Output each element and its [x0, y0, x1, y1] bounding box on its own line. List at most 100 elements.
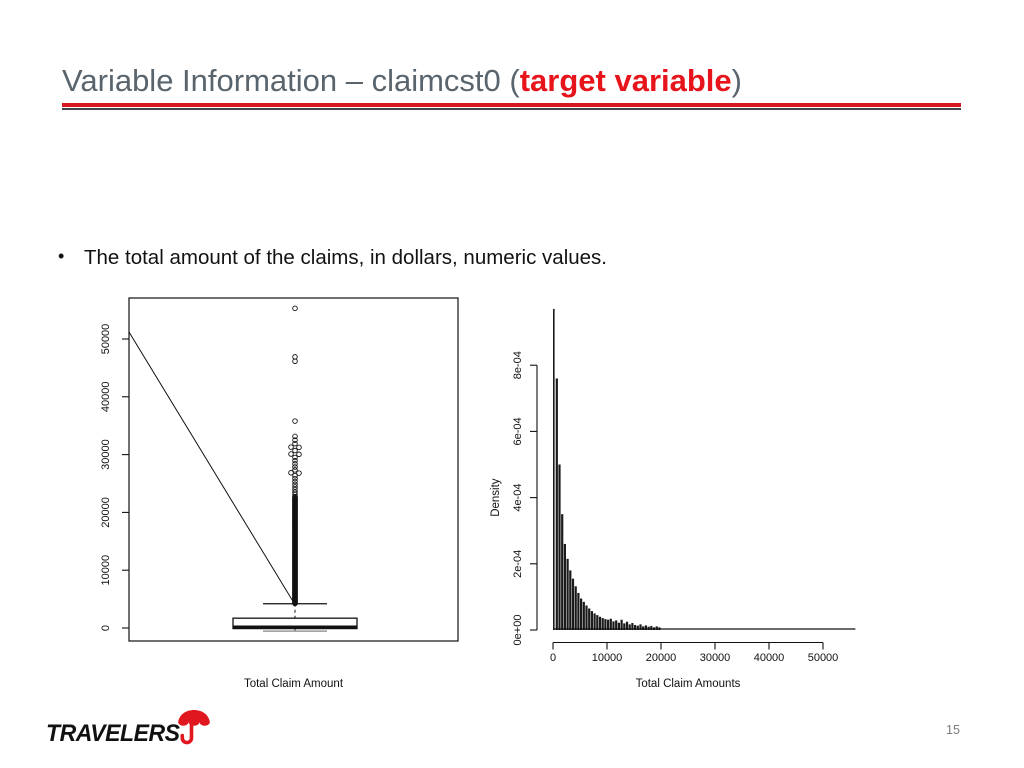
outlier-circle	[292, 481, 298, 488]
outlier-circle	[292, 484, 298, 490]
boxplot-y-axis: 0 10000 20000 30000 40000 50000	[100, 297, 459, 642]
y-tick-label: 30000	[100, 439, 112, 470]
x-tick-label: 50000	[808, 652, 839, 664]
umbrella-handle	[180, 717, 194, 745]
hist-bar	[590, 611, 593, 630]
hist-bar	[571, 578, 575, 630]
outlier-circle	[296, 470, 302, 476]
y-tick-label: 0e+00	[512, 615, 524, 646]
outlier-circle	[292, 437, 298, 443]
boxplot-chart: 0 10000 20000 30000 40000 50000 Total Claim Am…	[100, 297, 459, 690]
x-tick-label: 30000	[700, 652, 731, 664]
outlier-circle	[292, 457, 298, 464]
outlier-circle	[288, 470, 294, 476]
hist-bar	[563, 543, 566, 630]
outlier-circle	[292, 461, 298, 467]
hist-bar	[650, 626, 653, 630]
hist-bar	[628, 624, 631, 630]
hist-bar	[569, 570, 572, 630]
hist-y-axis: 0e+00 2e-04 4e-04 6e-04 8e-04	[512, 351, 538, 646]
hist-bar	[647, 626, 650, 630]
y-axis-title: Density	[490, 478, 502, 517]
x-tick-label: 20000	[646, 652, 677, 664]
bullet-dot: •	[58, 246, 65, 266]
x-tick-label: 10000	[592, 652, 623, 664]
outlier-circle	[288, 451, 294, 457]
hist-bar	[566, 558, 569, 630]
hist-bar	[609, 618, 612, 630]
y-tick-label: 2e-04	[512, 550, 524, 578]
y-tick-label: 50000	[100, 324, 112, 355]
title-underline-dark	[62, 108, 961, 110]
hist-bar	[580, 598, 583, 630]
outlier-circle	[292, 467, 298, 473]
outlier-circle	[292, 440, 298, 447]
hist-bar	[582, 601, 585, 630]
outlier-circle	[292, 305, 298, 312]
umbrella-icon	[178, 710, 210, 745]
outlier-points	[288, 305, 302, 607]
x-axis-title: Total Claim Amounts	[636, 678, 741, 690]
hist-bar	[617, 622, 620, 630]
y-tick-label: 4e-04	[512, 484, 524, 512]
outlier-circle	[292, 447, 298, 454]
hist-bar	[593, 613, 596, 630]
logo-text: TRAVELERS	[46, 720, 180, 747]
hist-bar	[623, 623, 626, 630]
title-underline-red	[62, 103, 961, 107]
hist-bar	[655, 626, 658, 630]
outlier-circle	[292, 478, 298, 485]
x-tick-label: 40000	[754, 652, 785, 664]
outlier-circle	[292, 418, 298, 424]
hist-bar	[596, 615, 599, 630]
outlier-circle	[292, 433, 298, 440]
hist-bar	[555, 378, 558, 630]
y-tick-label: 10000	[100, 555, 112, 586]
hist-bar	[561, 514, 564, 630]
hist-bars	[553, 308, 856, 630]
hist-bar	[631, 623, 634, 630]
outlier-circle	[296, 451, 302, 458]
outlier-circle-dense	[292, 493, 298, 500]
page-number: 15	[946, 723, 960, 737]
hist-bar	[574, 586, 577, 630]
outlier-circle	[292, 464, 298, 470]
title-suffix: )	[731, 63, 742, 98]
annotation-line	[128, 331, 295, 604]
hist-bar	[644, 625, 647, 630]
hist-bar	[615, 620, 618, 630]
y-tick-label: 8e-04	[512, 351, 524, 379]
hist-bar	[634, 625, 637, 630]
hist-bar	[604, 619, 607, 630]
outlier-circle	[288, 444, 294, 450]
hist-bar	[553, 308, 555, 630]
hist-bar	[558, 464, 561, 630]
hist-bar	[585, 605, 588, 630]
x-tick-label: 0	[550, 652, 556, 664]
outlier-circle	[292, 472, 298, 479]
hist-bar	[620, 619, 623, 630]
outlier-circle	[292, 475, 298, 482]
outlier-circle	[296, 444, 302, 451]
y-tick-label: 40000	[100, 382, 112, 413]
hist-bar	[601, 618, 604, 630]
hist-bar	[639, 624, 642, 630]
page-title: Variable Information – claimcst0 (target…	[62, 63, 742, 99]
bullet-text: The total amount of the claims, in dolla…	[84, 246, 607, 269]
outlier-circle	[292, 358, 298, 365]
y-tick-label: 20000	[100, 497, 112, 528]
hist-bar	[612, 621, 615, 630]
x-axis-title: Total Claim Amount	[244, 678, 344, 690]
umbrella-canopy	[178, 710, 210, 726]
bullet-item: • The total amount of the claims, in doll…	[58, 246, 858, 270]
hist-bar	[607, 619, 610, 630]
hist-bar	[625, 621, 629, 630]
hist-x-axis: 0 10000 20000 30000 40000 50000	[550, 641, 839, 664]
plot-frame	[128, 297, 459, 642]
title-prefix: Variable Information – claimcst0 (	[62, 63, 520, 98]
hist-bar	[642, 626, 645, 630]
hist-bar	[577, 592, 580, 630]
hist-bar	[636, 625, 639, 630]
box-and-whiskers	[232, 603, 358, 632]
